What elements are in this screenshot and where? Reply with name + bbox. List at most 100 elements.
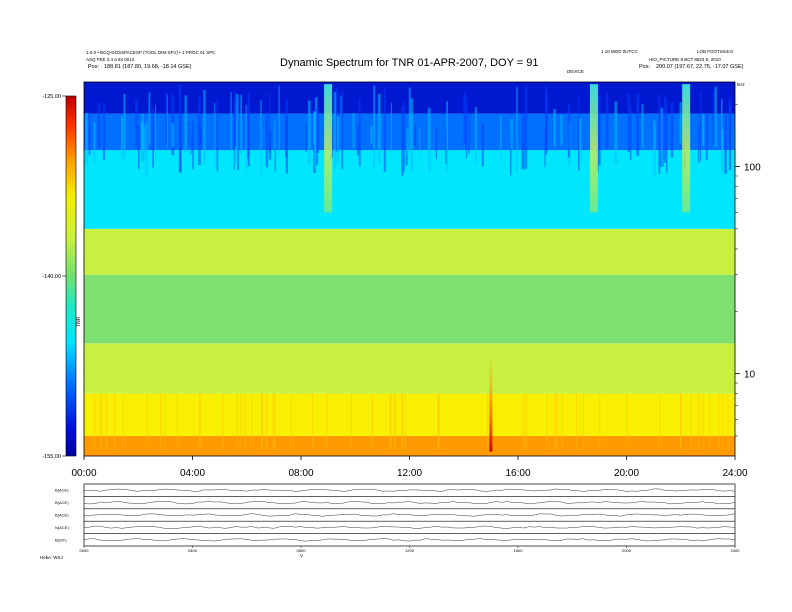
- texture-streak: [191, 130, 193, 154]
- texture-streak: [240, 393, 242, 450]
- burst-mark: [324, 84, 333, 213]
- colorbar: [65, 95, 77, 457]
- texture-streak: [371, 393, 373, 450]
- texture-streak: [721, 393, 723, 450]
- texture-streak: [474, 106, 477, 163]
- panel-time-label: 0400: [188, 548, 198, 553]
- texture-streak: [554, 393, 556, 450]
- panel-time-label: 2000: [622, 548, 632, 553]
- texture-streak: [198, 96, 201, 165]
- colorbar-tick-label: -155.00: [42, 454, 61, 460]
- texture-streak: [522, 393, 524, 450]
- texture-streak: [262, 393, 264, 450]
- texture-streak: [93, 122, 96, 164]
- texture-streak: [120, 115, 124, 159]
- texture-streak: [135, 99, 138, 148]
- texture-streak: [614, 101, 618, 165]
- texture-streak: [463, 92, 467, 144]
- texture-streak: [714, 86, 717, 147]
- texture-streak: [556, 393, 558, 450]
- colorbar-ticks: -125.00 -140.00 -155.00: [42, 94, 66, 460]
- texture-streak: [236, 393, 238, 450]
- texture-streak: [383, 89, 386, 172]
- texture-streak: [316, 108, 319, 153]
- texture-streak: [406, 128, 409, 156]
- texture-streak: [567, 102, 571, 158]
- texture-streak: [145, 122, 148, 176]
- texture-streak: [658, 94, 661, 174]
- colorbar-axis-label: TNR: [76, 316, 82, 327]
- texture-streak: [358, 98, 361, 167]
- texture-streak: [446, 101, 449, 172]
- texture-streak: [331, 124, 333, 158]
- texture-streak: [578, 118, 582, 164]
- texture-streak: [627, 93, 630, 153]
- texture-streak: [465, 97, 467, 159]
- texture-streak: [274, 393, 276, 450]
- panel-time-label: 0000: [80, 548, 90, 553]
- texture-streak: [481, 123, 484, 167]
- header-right-line2: HIO_PICTURE 8 BCT 8823 9, 2010: [649, 57, 721, 62]
- texture-streak: [230, 92, 232, 152]
- texture-streak: [395, 393, 397, 450]
- texture-streak: [680, 393, 682, 450]
- texture-streak: [146, 393, 148, 450]
- chart-title: Dynamic Spectrum for TNR 01-APR-2007, DO…: [280, 57, 539, 69]
- texture-streak: [266, 393, 268, 450]
- texture-streak: [188, 122, 191, 149]
- texture-streak: [178, 85, 182, 173]
- texture-streak: [705, 112, 708, 161]
- texture-streak: [122, 393, 124, 450]
- texture-streak: [659, 105, 662, 168]
- texture-streak: [408, 87, 411, 153]
- burst-features: [324, 84, 691, 452]
- spectrum-band: [84, 274, 735, 344]
- texture-streak: [578, 97, 580, 171]
- texture-streak: [305, 123, 307, 153]
- texture-streak: [313, 111, 316, 144]
- texture-streak: [401, 106, 404, 176]
- texture-streak: [260, 393, 262, 450]
- texture-streak: [553, 108, 556, 147]
- texture-streak: [626, 393, 628, 450]
- panel-time-label: 0800: [297, 548, 307, 553]
- texture-streak: [290, 393, 292, 450]
- x-tick-label: 04:00: [180, 468, 205, 479]
- texture-streak: [702, 393, 704, 450]
- texture-streak: [438, 393, 440, 450]
- panel-time-label: 2400: [731, 548, 741, 553]
- texture-streak: [660, 108, 664, 159]
- texture-streak: [269, 92, 271, 153]
- bottom-panels: B(ACE) B(ACE) B(ACE) N(ACE) B(SIT) 0000 0400 08…: [55, 483, 741, 553]
- burst-mark: [589, 84, 598, 213]
- texture-streak: [176, 393, 178, 450]
- texture-streak: [728, 97, 732, 171]
- texture-streak: [105, 393, 107, 450]
- texture-streak: [235, 94, 239, 165]
- texture-streak: [123, 93, 126, 160]
- texture-streak: [165, 91, 167, 146]
- texture-streak: [274, 121, 276, 171]
- texture-streak: [308, 100, 311, 164]
- texture-streak: [546, 393, 548, 450]
- panel-trace: [83, 501, 736, 505]
- texture-streak: [666, 101, 668, 173]
- texture-streak: [445, 128, 447, 164]
- colorbar-tick-label: -125.00: [42, 94, 61, 100]
- texture-streak: [404, 393, 406, 450]
- texture-streak: [99, 393, 101, 450]
- panel-time-label: 1600: [514, 548, 524, 553]
- texture-streak: [152, 108, 155, 168]
- header-right-pos-value: 200.07 (197.67, 22.75, -17.07 GSE): [656, 64, 744, 70]
- texture-streak: [141, 113, 144, 161]
- panel-trace: [83, 538, 736, 542]
- texture-streak: [403, 101, 405, 172]
- texture-streak: [699, 91, 702, 161]
- texture-streak: [352, 113, 355, 149]
- x-tick-label: 24:00: [722, 468, 747, 479]
- header-right-pos-label: Pos:: [639, 64, 651, 70]
- texture-streak: [142, 127, 146, 161]
- texture-streak: [516, 87, 518, 173]
- texture-streak: [418, 127, 421, 162]
- x-tick-label: 16:00: [505, 468, 530, 479]
